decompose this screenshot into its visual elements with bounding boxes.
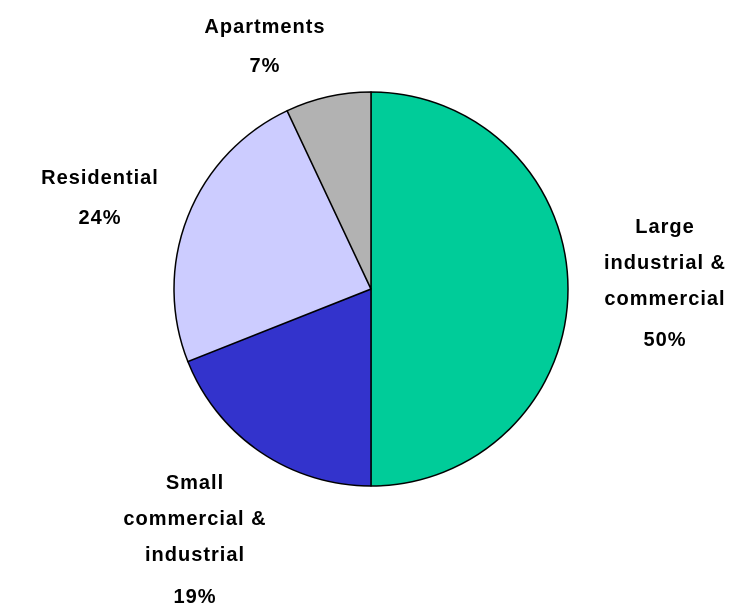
- value-label: 50%: [643, 329, 687, 351]
- pie-slice: [370, 91, 569, 487]
- slice-label: Small commercial & industrial: [123, 472, 267, 566]
- slice-label: Residential: [41, 167, 159, 189]
- pie-slice: [173, 109, 373, 363]
- pie-slice: [286, 91, 372, 290]
- pie-slice: [186, 287, 372, 487]
- value-label: 19%: [173, 586, 217, 608]
- slice-label: Large industrial & commercial: [603, 216, 726, 310]
- value-label: 7%: [249, 55, 281, 77]
- value-label: 24%: [78, 207, 122, 229]
- slice-label: Apartments: [204, 16, 326, 38]
